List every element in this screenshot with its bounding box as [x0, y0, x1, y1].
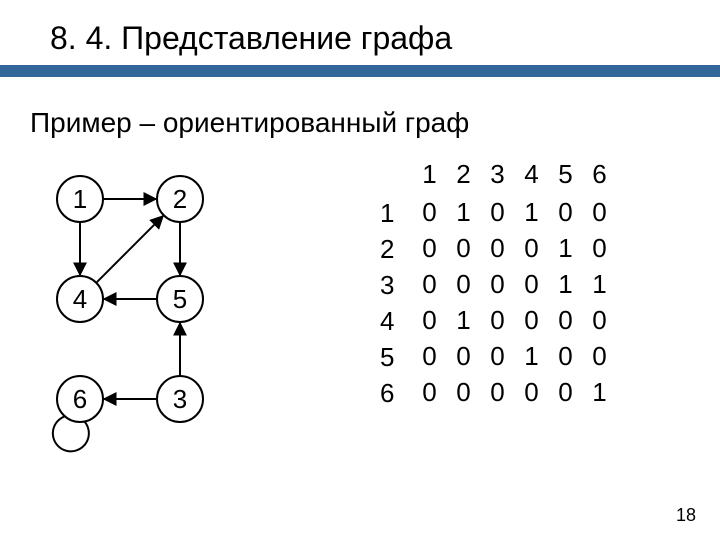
matrix-row: 000001 — [412, 374, 616, 410]
matrix-cell: 0 — [480, 266, 514, 302]
matrix-row-header: 3 — [380, 267, 394, 303]
matrix-cell: 0 — [480, 302, 514, 338]
matrix-cell: 0 — [480, 194, 514, 230]
graph-node-2: 2 — [156, 175, 204, 223]
matrix-col-header: 4 — [514, 159, 548, 190]
matrix-col-headers: 123456 — [412, 159, 616, 190]
adjacency-matrix: 123456 123456 01010000001000001101000000… — [380, 159, 616, 411]
graph-node-3: 3 — [156, 375, 204, 423]
matrix-cell: 0 — [412, 338, 446, 374]
matrix-cell: 1 — [548, 266, 582, 302]
matrix-row-header: 6 — [380, 375, 394, 411]
matrix-col-header: 3 — [480, 159, 514, 190]
content-area: 124563 123456 123456 0101000000100000110… — [0, 159, 720, 479]
matrix-row: 000011 — [412, 266, 616, 302]
matrix-cell: 0 — [514, 230, 548, 266]
matrix-cell: 1 — [548, 230, 582, 266]
matrix-row-header: 5 — [380, 339, 394, 375]
slide-title: 8. 4. Представление графа — [50, 20, 690, 57]
matrix-body: 010100000010000011010000000100000001 — [412, 194, 616, 410]
matrix-row-header: 4 — [380, 303, 394, 339]
matrix-cell: 0 — [514, 374, 548, 410]
matrix-cell: 0 — [480, 374, 514, 410]
matrix-row: 000010 — [412, 230, 616, 266]
matrix-cell: 1 — [582, 374, 616, 410]
matrix-cell: 0 — [446, 230, 480, 266]
slide-subtitle: Пример – ориентированный граф — [0, 77, 720, 139]
matrix-cell: 0 — [446, 374, 480, 410]
matrix-col-header: 2 — [446, 159, 480, 190]
matrix-cell: 0 — [412, 374, 446, 410]
matrix-row-header: 1 — [380, 195, 394, 231]
matrix-col-header: 1 — [412, 159, 446, 190]
matrix-cell: 1 — [582, 266, 616, 302]
matrix-cell: 0 — [480, 338, 514, 374]
matrix-cell: 0 — [548, 302, 582, 338]
matrix-cell: 0 — [582, 230, 616, 266]
matrix-cell: 1 — [446, 194, 480, 230]
matrix-cell: 0 — [480, 230, 514, 266]
matrix-cell: 0 — [412, 302, 446, 338]
matrix-cell: 1 — [446, 302, 480, 338]
matrix-cell: 0 — [412, 230, 446, 266]
matrix-col-header: 5 — [548, 159, 582, 190]
matrix-cell: 1 — [514, 194, 548, 230]
graph-node-4: 4 — [56, 275, 104, 323]
graph-node-1: 1 — [56, 175, 104, 223]
title-underline-bar — [0, 65, 720, 77]
directed-graph: 1 2 4 5 6 3 — [50, 169, 290, 469]
matrix-cell: 0 — [446, 338, 480, 374]
graph-node-5: 5 — [156, 275, 204, 323]
matrix-cell: 0 — [582, 338, 616, 374]
matrix-cell: 0 — [514, 302, 548, 338]
matrix-cell: 0 — [446, 266, 480, 302]
matrix-cell: 1 — [514, 338, 548, 374]
graph-edge-4-2 — [97, 216, 163, 282]
matrix-cell: 0 — [412, 266, 446, 302]
matrix-cell: 0 — [548, 194, 582, 230]
matrix-row: 000100 — [412, 338, 616, 374]
matrix-cell: 0 — [412, 194, 446, 230]
matrix-row-header: 2 — [380, 231, 394, 267]
matrix-cell: 0 — [514, 266, 548, 302]
matrix-row-headers: 123456 — [380, 195, 394, 411]
matrix-cell: 0 — [582, 194, 616, 230]
matrix-cell: 0 — [548, 374, 582, 410]
matrix-row: 010100 — [412, 194, 616, 230]
matrix-cell: 0 — [582, 302, 616, 338]
matrix-cell: 0 — [548, 338, 582, 374]
matrix-row: 010000 — [412, 302, 616, 338]
graph-node-6: 6 — [56, 375, 104, 423]
page-number: 18 — [676, 505, 696, 526]
matrix-col-header: 6 — [582, 159, 616, 190]
